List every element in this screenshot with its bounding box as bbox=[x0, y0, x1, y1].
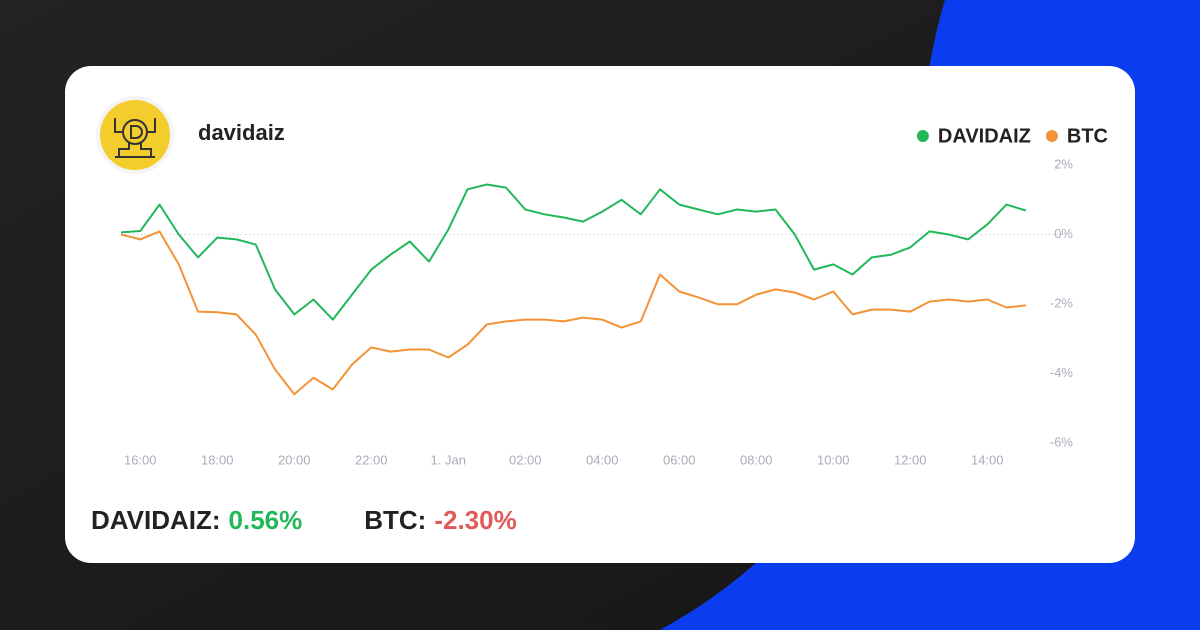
summary-label: BTC: bbox=[364, 505, 426, 535]
x-tick-label: 14:00 bbox=[971, 452, 1004, 467]
x-tick-label: 22:00 bbox=[355, 452, 388, 467]
x-tick-label: 10:00 bbox=[817, 452, 850, 467]
line bbox=[120, 230, 1026, 396]
username: davidaiz bbox=[198, 120, 285, 145]
x-tick-label: 02:00 bbox=[509, 452, 542, 467]
card bbox=[65, 66, 1135, 563]
legend-marker bbox=[916, 130, 929, 142]
avatar bbox=[100, 100, 170, 170]
y-tick-label: 0% bbox=[1054, 226, 1073, 241]
legend-marker bbox=[1045, 130, 1058, 142]
y-tick-label: -2% bbox=[1050, 295, 1074, 310]
summary-label: DAVIDAIZ: bbox=[91, 505, 221, 535]
x-tick-label: 1. Jan bbox=[431, 452, 466, 467]
x-tick-label: 04:00 bbox=[586, 452, 619, 467]
x-tick-label: 08:00 bbox=[740, 452, 773, 467]
y-tick-label: -6% bbox=[1050, 434, 1074, 449]
y-tick-label: 2% bbox=[1054, 156, 1073, 171]
summary-value: -2.30% bbox=[434, 505, 516, 535]
x-tick-label: 12:00 bbox=[894, 452, 927, 467]
line bbox=[120, 183, 1027, 321]
y-tick-label: -4% bbox=[1050, 365, 1074, 380]
legend-label: DAVIDAIZ bbox=[938, 125, 1031, 147]
avatar-icon bbox=[114, 118, 156, 158]
x-tick-label: 20:00 bbox=[278, 452, 311, 467]
x-tick-label: 06:00 bbox=[663, 452, 696, 467]
legend-label: BTC bbox=[1067, 125, 1108, 147]
x-tick-label: 16:00 bbox=[124, 452, 157, 467]
summary-value: 0.56% bbox=[229, 505, 303, 535]
x-tick-label: 18:00 bbox=[201, 452, 234, 467]
